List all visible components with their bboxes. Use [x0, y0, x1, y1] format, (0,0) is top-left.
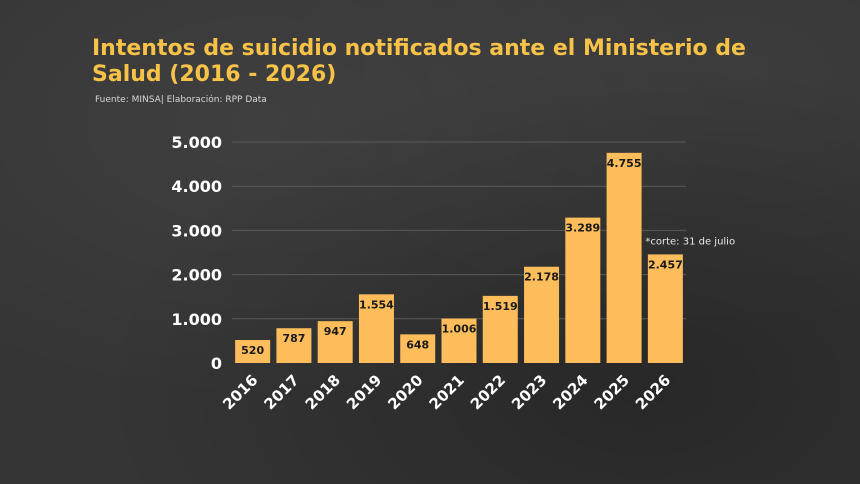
data-label-2016: 520: [241, 344, 264, 357]
x-tick-label: 2018: [302, 371, 344, 413]
data-label-2026: 2.457: [648, 258, 683, 271]
y-tick-label: 1.000: [171, 310, 222, 329]
y-tick-label: 4.000: [171, 177, 222, 196]
bar-2018: [317, 321, 353, 363]
bar-2025: [606, 152, 642, 363]
x-tick-label: 2020: [384, 371, 426, 413]
bar-2016: [235, 340, 271, 363]
x-tick-label: 2024: [549, 371, 591, 413]
y-tick-label: 3.000: [171, 221, 222, 240]
x-tick-label: 2016: [219, 371, 261, 413]
y-tick-label: 5.000: [171, 133, 222, 152]
data-label-2023: 2.178: [524, 271, 559, 284]
y-tick-label: 2.000: [171, 266, 222, 285]
bars: [235, 152, 683, 363]
x-tick-label: 2017: [260, 371, 302, 413]
data-labels: 520 787 947 1.554 648 1.006 1.519 2.178 3.289 4.7…: [241, 157, 683, 357]
bar-2017: [276, 328, 312, 363]
x-tick-label: 2025: [591, 371, 633, 413]
source-note: Fuente: MINSA| Elaboración: RPP Data: [95, 95, 267, 105]
data-label-2017: 787: [282, 332, 305, 345]
data-label-2021: 1.006: [442, 323, 477, 336]
x-tick-label: 2019: [343, 371, 385, 413]
x-tick-label: 2023: [508, 371, 550, 413]
data-label-2019: 1.554: [359, 298, 394, 311]
data-label-2025: 4.755: [607, 157, 642, 170]
x-axis-ticks: 2016 2017 2018 2019 2020 2021 2022 2023 2024 2025…: [219, 371, 674, 413]
annotations: *corte: 31 de julio: [645, 236, 735, 247]
x-tick-label: 2022: [467, 371, 509, 413]
bar-2019: [358, 294, 394, 363]
x-tick-label: 2026: [632, 371, 674, 413]
bar-2020: [400, 334, 436, 363]
data-label-2024: 3.289: [565, 222, 600, 235]
y-axis-ticks: 0 1.000 2.000 3.000 4.000 5.000: [171, 133, 222, 373]
data-label-2022: 1.519: [483, 300, 518, 313]
y-tick-label: 0: [211, 354, 222, 373]
annotation-note: *corte: 31 de julio: [645, 236, 735, 247]
data-label-2020: 648: [406, 338, 429, 351]
chart-title: Intentos de suicidio notificados ante el…: [92, 36, 746, 87]
bar-2021: [441, 318, 477, 363]
bar-2026: [647, 254, 683, 363]
x-tick-label: 2021: [426, 371, 468, 413]
bar-2022: [482, 295, 518, 363]
data-label-2018: 947: [324, 325, 347, 338]
bar-2023: [524, 266, 560, 363]
bar-2024: [565, 217, 601, 363]
